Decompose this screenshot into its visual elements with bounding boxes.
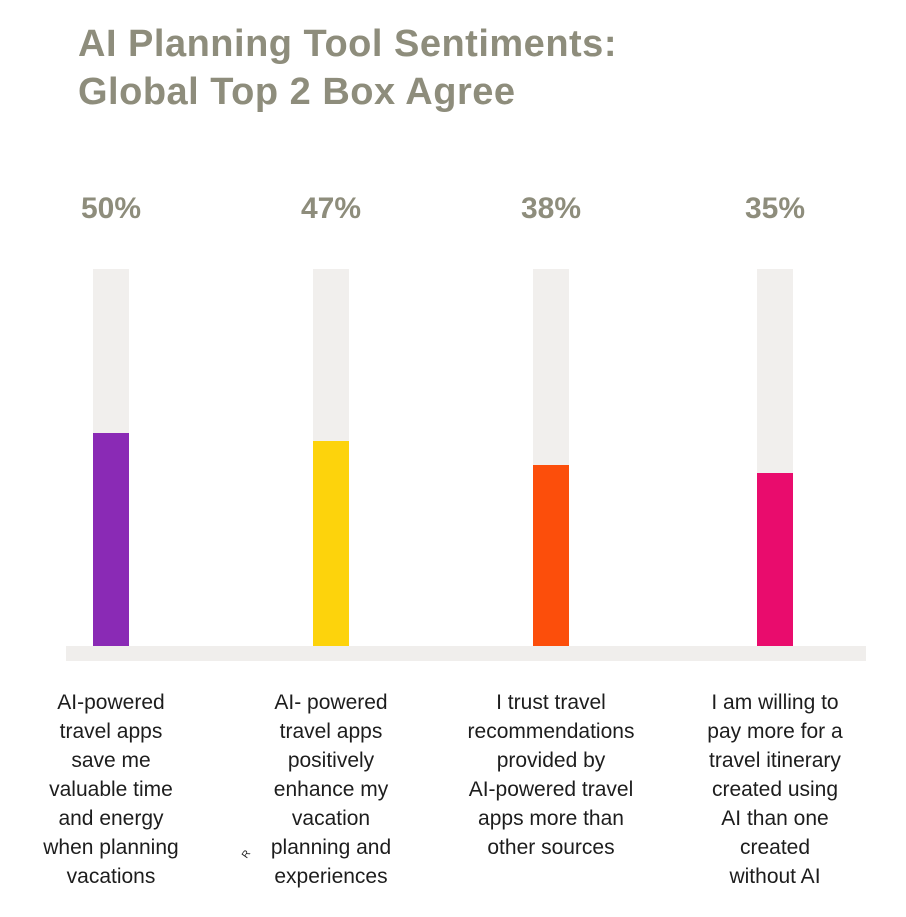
category-label-line: AI-powered	[57, 691, 165, 714]
category-label-line: without AI	[729, 865, 821, 888]
bar-2	[313, 441, 349, 646]
bar-value-label: 47%	[300, 192, 362, 225]
category-label-line: travel apps	[59, 720, 163, 743]
category-label-line: apps more than	[478, 807, 624, 830]
category-label: AI- powered travel apps positively enhance …	[211, 688, 451, 891]
bar-1	[93, 433, 129, 646]
category-label-line: experiences	[274, 865, 388, 888]
category-label-line: positively	[287, 749, 375, 772]
category-label-line: other sources	[487, 836, 615, 859]
page-title-line-2: Global Top 2 Box Agree	[78, 71, 516, 113]
category-label-line: enhance my	[273, 778, 389, 801]
page-title: AI Planning Tool Sentiments: Global Top …	[78, 20, 617, 116]
bar-value-label: 50%	[80, 192, 142, 225]
category-label-line: pay more for a	[707, 720, 843, 743]
category-label-line: vacation	[291, 807, 371, 830]
category-label-line: AI than one	[721, 807, 829, 830]
category-label-line: AI- powered	[274, 691, 388, 714]
bar-value-label: 38%	[520, 192, 582, 225]
category-label-line: when planning	[43, 836, 179, 859]
page-title-line-1: AI Planning Tool Sentiments:	[78, 23, 617, 65]
category-label-line: created using	[711, 778, 839, 801]
category-label-line: AI-powered travel	[468, 778, 634, 801]
category-label-line: valuable time	[49, 778, 173, 801]
category-label: I am willing to pay more for a travel itin…	[655, 688, 895, 891]
category-label-line: provided by	[496, 749, 606, 772]
category-label-line: and energy	[58, 807, 164, 830]
category-label-line: I am willing to	[711, 691, 839, 714]
bar-3	[533, 465, 569, 646]
category-label-line: planning and	[270, 836, 392, 859]
category-label: I trust travel recommendations provided by…	[431, 688, 671, 862]
category-label-line: recommendations	[467, 720, 635, 743]
chart-baseline	[66, 646, 866, 661]
category-label: AI-powered travel apps save me valuable tim…	[0, 688, 231, 891]
bar-value-label: 35%	[744, 192, 806, 225]
category-label-line: save me	[71, 749, 151, 772]
category-label-line: travel apps	[279, 720, 383, 743]
bar-4	[757, 473, 793, 646]
category-label-line: vacations	[66, 865, 156, 888]
category-label-line: I trust travel	[496, 691, 606, 714]
category-label-line: created	[739, 836, 811, 859]
category-label-line: travel itinerary	[709, 749, 841, 772]
